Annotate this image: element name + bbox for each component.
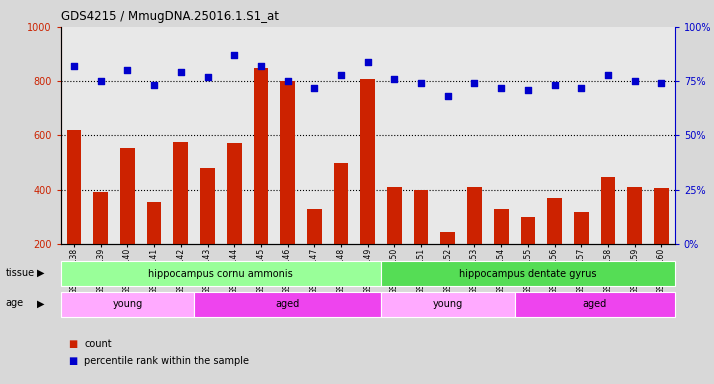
Bar — [147, 202, 161, 244]
Point — [522, 87, 533, 93]
Point — [202, 74, 213, 80]
Bar — [120, 147, 135, 244]
Bar — [547, 198, 562, 244]
Bar — [174, 142, 188, 244]
Bar — [467, 187, 482, 244]
Text: ▶: ▶ — [37, 298, 45, 308]
Bar — [494, 209, 508, 244]
Text: aged: aged — [583, 299, 607, 310]
Text: percentile rank within the sample: percentile rank within the sample — [84, 356, 249, 366]
Point — [388, 76, 400, 82]
Point — [282, 78, 293, 84]
Text: young: young — [112, 299, 143, 310]
Bar — [521, 217, 536, 244]
Point — [69, 63, 80, 69]
Bar — [61, 292, 194, 317]
Text: young: young — [433, 299, 463, 310]
Bar — [333, 163, 348, 244]
Bar — [66, 130, 81, 244]
Point — [575, 84, 587, 91]
Bar — [387, 187, 402, 244]
Point — [442, 93, 453, 99]
Point — [95, 78, 106, 84]
Point — [255, 63, 266, 69]
Bar — [194, 292, 381, 317]
Point — [362, 58, 373, 65]
Bar — [61, 261, 381, 286]
Bar — [654, 188, 669, 244]
Bar — [281, 81, 295, 244]
Bar — [381, 261, 675, 286]
Text: ■: ■ — [68, 356, 77, 366]
Bar — [574, 212, 588, 244]
Bar — [227, 144, 241, 244]
Bar — [200, 168, 215, 244]
Bar — [413, 190, 428, 244]
Bar — [515, 292, 675, 317]
Bar — [307, 209, 322, 244]
Point — [228, 52, 240, 58]
Bar — [381, 292, 515, 317]
Text: hippocampus dentate gyrus: hippocampus dentate gyrus — [459, 268, 597, 279]
Point — [496, 84, 507, 91]
Point — [336, 71, 347, 78]
Point — [629, 78, 640, 84]
Point — [603, 71, 614, 78]
Bar — [361, 79, 375, 244]
Point — [149, 83, 160, 89]
Point — [121, 67, 133, 73]
Text: count: count — [84, 339, 112, 349]
Point — [549, 83, 560, 89]
Text: tissue: tissue — [6, 268, 35, 278]
Bar — [94, 192, 108, 244]
Text: GDS4215 / MmugDNA.25016.1.S1_at: GDS4215 / MmugDNA.25016.1.S1_at — [61, 10, 278, 23]
Bar — [628, 187, 642, 244]
Bar — [441, 232, 455, 244]
Point — [655, 80, 667, 86]
Text: ■: ■ — [68, 339, 77, 349]
Point — [469, 80, 481, 86]
Text: ▶: ▶ — [37, 268, 45, 278]
Point — [175, 70, 186, 76]
Point — [416, 80, 427, 86]
Point — [308, 84, 320, 91]
Bar — [600, 177, 615, 244]
Text: age: age — [6, 298, 24, 308]
Bar — [253, 68, 268, 244]
Text: hippocampus cornu ammonis: hippocampus cornu ammonis — [149, 268, 293, 279]
Text: aged: aged — [276, 299, 300, 310]
